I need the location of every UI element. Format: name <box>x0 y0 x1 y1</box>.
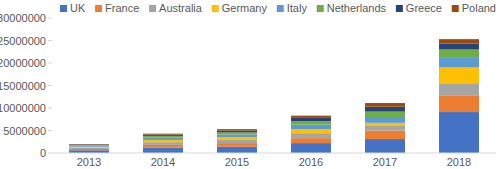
bar-segment <box>291 125 331 129</box>
bar-segment <box>143 140 183 142</box>
bar-segment <box>291 116 331 118</box>
bar-segment <box>143 138 183 140</box>
bar-segment <box>217 129 257 130</box>
legend-swatch <box>396 5 403 12</box>
y-tick-label: 0 <box>40 147 46 159</box>
bar-segment <box>217 140 257 143</box>
y-tick-label: 10000000 <box>0 102 46 114</box>
y-tick-label: 30000000 <box>0 12 46 24</box>
bar-segment <box>365 103 405 107</box>
bar-segment <box>143 135 183 136</box>
bar-segment <box>217 131 257 133</box>
legend-label: Australia <box>159 2 203 14</box>
bar-segment <box>365 112 405 117</box>
chart: 0 5000000 10000000 15000000 20000000 25000000… <box>0 0 500 169</box>
y-tick <box>48 153 52 154</box>
legend-swatch <box>277 5 284 12</box>
bar-segment <box>217 147 257 153</box>
y-tick-label: 5000000 <box>3 125 46 137</box>
bar-segment <box>217 135 257 138</box>
bar-segment <box>439 68 479 84</box>
bar-segment <box>143 145 183 148</box>
bar-segment <box>217 137 257 140</box>
y-tick <box>48 63 52 64</box>
bar-segment <box>291 143 331 153</box>
bar-segment <box>439 96 479 112</box>
bar-segment <box>291 118 331 121</box>
y-tick-label: 15000000 <box>0 80 46 92</box>
bar-segment <box>365 117 405 123</box>
legend-label: France <box>105 2 139 14</box>
bar-segment <box>69 144 109 146</box>
bar-segment <box>217 143 257 147</box>
bar-segment <box>69 149 109 150</box>
bar-segment <box>69 144 109 145</box>
legend: UK France Australia Germany Italy Netherlands… <box>60 2 496 14</box>
legend-swatch <box>317 5 324 12</box>
bar-segment <box>69 146 109 148</box>
legend-label: Italy <box>287 2 308 14</box>
y-tick <box>48 108 52 109</box>
bar-segment <box>143 148 183 153</box>
x-tick-label: 2013 <box>77 156 101 168</box>
x-tick-label: 2016 <box>299 156 323 168</box>
bar-segment <box>439 44 479 50</box>
x-tick-label: 2015 <box>225 156 249 168</box>
legend-swatch <box>95 5 102 12</box>
bar-segment <box>291 121 331 125</box>
bar-segment <box>143 133 183 135</box>
bar-segment <box>365 139 405 153</box>
x-tick-label: 2017 <box>373 156 397 168</box>
x-tick-label: 2014 <box>151 156 175 168</box>
bars <box>69 39 479 153</box>
x-axis <box>52 153 496 154</box>
bar-segment <box>365 123 405 126</box>
bar-segment <box>439 83 479 96</box>
y-tick-label: 25000000 <box>0 35 46 47</box>
bar-segment <box>365 131 405 140</box>
legend-swatch <box>149 5 156 12</box>
x-tick-label: 2018 <box>447 156 471 168</box>
y-tick <box>48 18 52 19</box>
legend-label: Netherlands <box>327 2 387 14</box>
bar-segment <box>291 129 331 133</box>
bar-segment <box>291 138 331 143</box>
legend-label: Germany <box>222 2 268 14</box>
bar-segment <box>143 142 183 145</box>
legend-swatch <box>60 5 67 12</box>
legend-swatch <box>452 5 459 12</box>
bar-segment <box>217 132 257 134</box>
legend-label: Poland <box>462 2 496 14</box>
legend-swatch <box>212 5 219 12</box>
bar-segment <box>143 136 183 138</box>
bar-segment <box>439 112 479 153</box>
legend-label: Greece <box>406 2 442 14</box>
bar-segment <box>439 50 479 58</box>
y-tick-label: 20000000 <box>0 57 46 69</box>
bar-segment <box>439 39 479 44</box>
bar-segment <box>69 144 109 145</box>
y-tick <box>48 85 52 86</box>
bar-segment <box>291 133 331 138</box>
bar-segment <box>69 145 109 147</box>
bar-segment <box>69 148 109 149</box>
bar-segment <box>365 126 405 131</box>
bar-segment <box>365 107 405 112</box>
y-tick <box>48 40 52 41</box>
bar-segment <box>439 57 479 67</box>
legend-label: UK <box>70 2 86 14</box>
y-tick <box>48 130 52 131</box>
